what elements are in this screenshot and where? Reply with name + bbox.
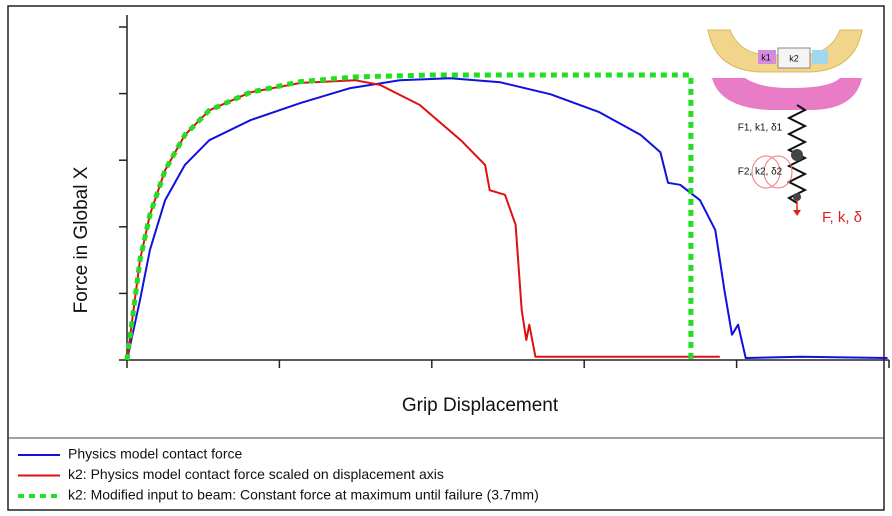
x-axis-label: Grip Displacement bbox=[402, 395, 559, 416]
inset-label: F1, k1, δ1 bbox=[738, 123, 783, 134]
inset-diagram: k1 k2 F1, k1, δ1 F2, k2, δ2 F, k, δ bbox=[707, 29, 863, 226]
legend-label: k2: Physics model contact force scaled o… bbox=[68, 466, 444, 482]
legend-label: Physics model contact force bbox=[68, 446, 243, 462]
series-line bbox=[124, 72, 694, 361]
inset-label: k1 bbox=[761, 52, 771, 62]
inset-label: k2 bbox=[789, 53, 799, 63]
y-axis-label: Force in Global X bbox=[71, 166, 92, 313]
inset-label: F2, k2, δ2 bbox=[738, 167, 783, 178]
series-line bbox=[126, 77, 888, 361]
legend-label: k2: Modified input to beam: Constant for… bbox=[68, 487, 539, 503]
inset-label: F, k, δ bbox=[822, 209, 862, 226]
